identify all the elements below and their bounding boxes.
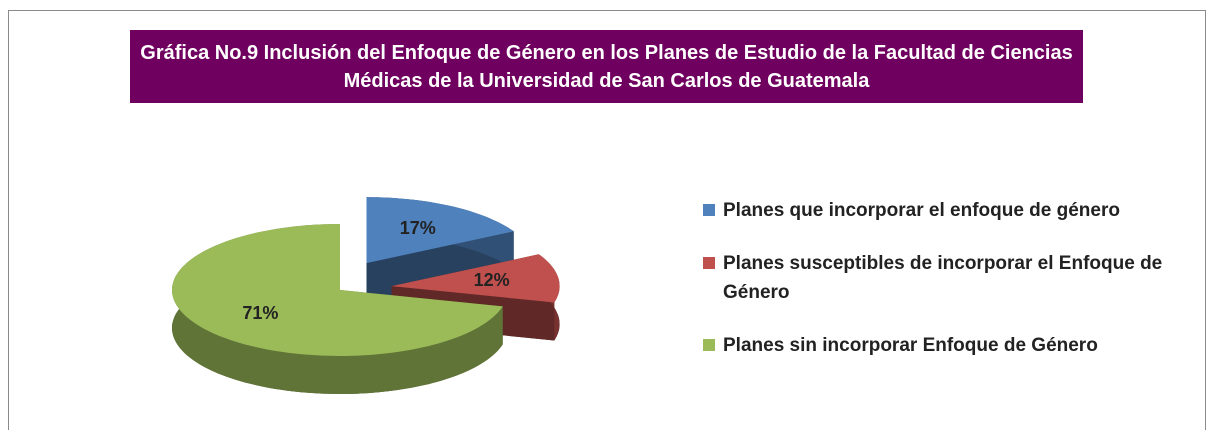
legend-label: Planes sin incorporar Enfoque de Género bbox=[723, 335, 1098, 356]
pie-slice bbox=[172, 224, 503, 394]
slice-top bbox=[391, 254, 560, 303]
legend-item: Planes susceptibles de incorporar el Enf… bbox=[703, 249, 1173, 307]
slice-top bbox=[172, 224, 503, 356]
chart-frame bbox=[8, 10, 1206, 430]
legend-swatch bbox=[703, 339, 715, 351]
legend-swatch bbox=[703, 204, 715, 216]
legend-item: Planes que incorporar el enfoque de géne… bbox=[703, 196, 1173, 225]
data-label: 12% bbox=[474, 270, 510, 290]
data-label: 71% bbox=[242, 303, 278, 323]
legend: Planes que incorporar el enfoque de géne… bbox=[703, 196, 1173, 384]
legend-label: Planes susceptibles de incorporar el Enf… bbox=[723, 253, 1163, 303]
legend-swatch bbox=[703, 257, 715, 269]
legend-item: Planes sin incorporar Enfoque de Género bbox=[703, 331, 1173, 360]
slice-top bbox=[366, 197, 514, 264]
data-label: 17% bbox=[400, 218, 436, 238]
legend-label: Planes que incorporar el enfoque de géne… bbox=[723, 200, 1120, 221]
chart-title: Gráfica No.9 Inclusión del Enfoque de Gé… bbox=[130, 30, 1083, 103]
